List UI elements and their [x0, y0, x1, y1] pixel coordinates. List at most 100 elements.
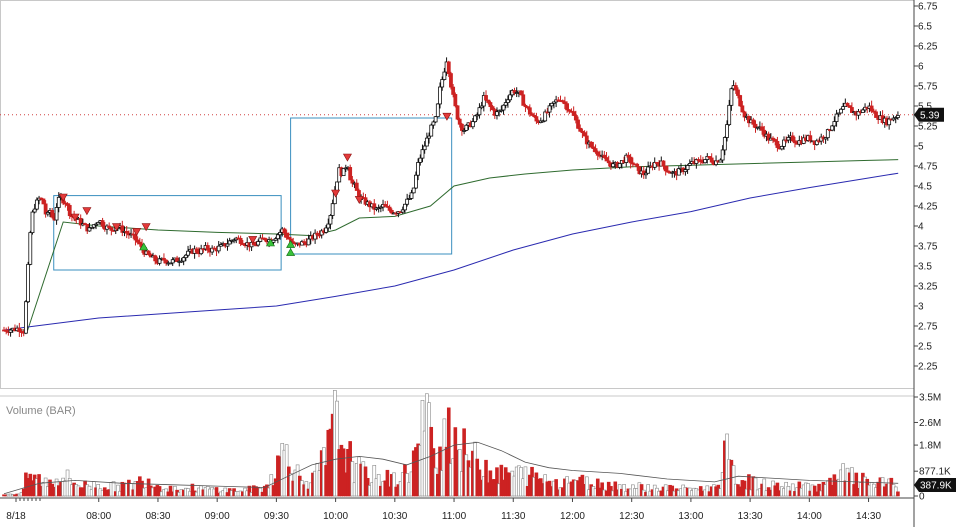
y-tick-label: 5.25	[918, 122, 938, 133]
candle-up	[832, 121, 837, 127]
candle-up	[416, 161, 420, 176]
volume-panel: Volume (BAR)	[0, 390, 914, 497]
volume-y-tick-label: 877.1K	[919, 467, 951, 478]
candle-up	[313, 232, 318, 240]
candle-up	[694, 159, 699, 164]
candle-up	[501, 104, 506, 111]
candle-down	[519, 90, 523, 96]
candle-up	[475, 114, 480, 117]
candle-up	[473, 115, 477, 122]
candle-up	[56, 196, 61, 208]
candle-down	[740, 105, 745, 113]
candle-up	[887, 118, 892, 126]
volume-bar	[775, 482, 780, 497]
candle-up	[227, 240, 232, 245]
candle-down	[665, 170, 670, 173]
candle-up	[860, 109, 865, 113]
candle-down	[793, 140, 797, 144]
candle-up	[435, 103, 440, 118]
candle-down	[567, 109, 572, 112]
volume-bar	[223, 487, 228, 497]
candle-down	[742, 111, 747, 118]
y-tick-label: 2.5	[918, 342, 932, 353]
candle-down	[595, 151, 600, 156]
candle-up	[405, 198, 410, 205]
candle-down	[449, 73, 453, 88]
candle-up	[199, 248, 204, 255]
candle-down	[43, 203, 48, 215]
volume-bar	[790, 483, 795, 497]
candle-up	[541, 120, 545, 123]
candle-up	[834, 113, 839, 122]
candle-down	[874, 111, 878, 118]
candle-up	[720, 149, 725, 161]
volume-bar	[495, 467, 499, 497]
candle-down	[67, 205, 72, 217]
buy-signal-marker	[265, 238, 275, 247]
candle-down	[584, 135, 589, 145]
candle-down	[562, 101, 567, 105]
candle-up	[28, 232, 33, 265]
candle-down	[389, 209, 394, 214]
candle-down	[847, 105, 852, 108]
candle-up	[409, 192, 414, 199]
moving-average-short	[4, 159, 899, 331]
x-tick-label: 09:30	[264, 511, 289, 522]
candle-down	[164, 259, 169, 264]
volume-bar	[762, 478, 767, 497]
volume-bar	[705, 485, 710, 497]
candle-down	[580, 130, 585, 134]
sell-signal-marker	[111, 223, 122, 232]
candle-down	[162, 257, 166, 261]
candle-up	[729, 88, 734, 106]
volume-bar	[484, 459, 488, 497]
candle-up	[32, 208, 37, 213]
candle-up	[896, 115, 900, 118]
candle-down	[698, 159, 703, 163]
buy-signal-marker	[139, 242, 149, 251]
y-tick-label: 3.75	[918, 242, 938, 253]
candle-up	[54, 207, 59, 221]
candle-up	[34, 199, 39, 210]
candle-up	[830, 125, 835, 131]
candle-up	[782, 139, 786, 147]
candle-down	[762, 129, 767, 137]
x-tick-label: 10:00	[323, 511, 348, 522]
candle-down	[41, 198, 46, 205]
candle-down	[484, 95, 488, 101]
candle-up	[407, 197, 412, 200]
candle-up	[278, 231, 282, 236]
x-tick-label: 14:00	[797, 511, 822, 522]
candle-down	[628, 156, 633, 164]
candle-up	[273, 238, 278, 241]
candle-down	[663, 165, 668, 172]
volume-bar	[111, 481, 116, 497]
volume-bar	[841, 463, 845, 497]
candle-up	[503, 102, 508, 106]
x-tick-label: 11:30	[501, 511, 526, 522]
candle-up	[464, 124, 469, 131]
volume-y-tick-label: 1.8M	[919, 441, 941, 452]
volume-bar	[446, 407, 451, 497]
candle-down	[591, 146, 596, 149]
candle-up	[727, 104, 732, 126]
y-tick-label: 3.5	[918, 262, 932, 273]
candle-down	[573, 115, 578, 121]
volume-bar	[753, 477, 758, 497]
volume-bar	[817, 483, 821, 497]
candle-up	[646, 166, 651, 174]
volume-bar	[893, 486, 898, 497]
candle-up	[324, 227, 328, 233]
candle-up	[624, 154, 629, 163]
candle-down	[709, 157, 714, 163]
candle-up	[420, 149, 425, 159]
candle-up	[814, 140, 819, 145]
volume-bar	[806, 483, 810, 497]
candle-down	[784, 139, 789, 142]
candle-up	[676, 168, 681, 176]
volume-bar	[585, 476, 589, 497]
y-tick-label: 6	[918, 62, 924, 73]
candle-down	[240, 243, 245, 246]
last-price-label: 5.39	[920, 110, 940, 121]
candle-down	[133, 233, 138, 241]
